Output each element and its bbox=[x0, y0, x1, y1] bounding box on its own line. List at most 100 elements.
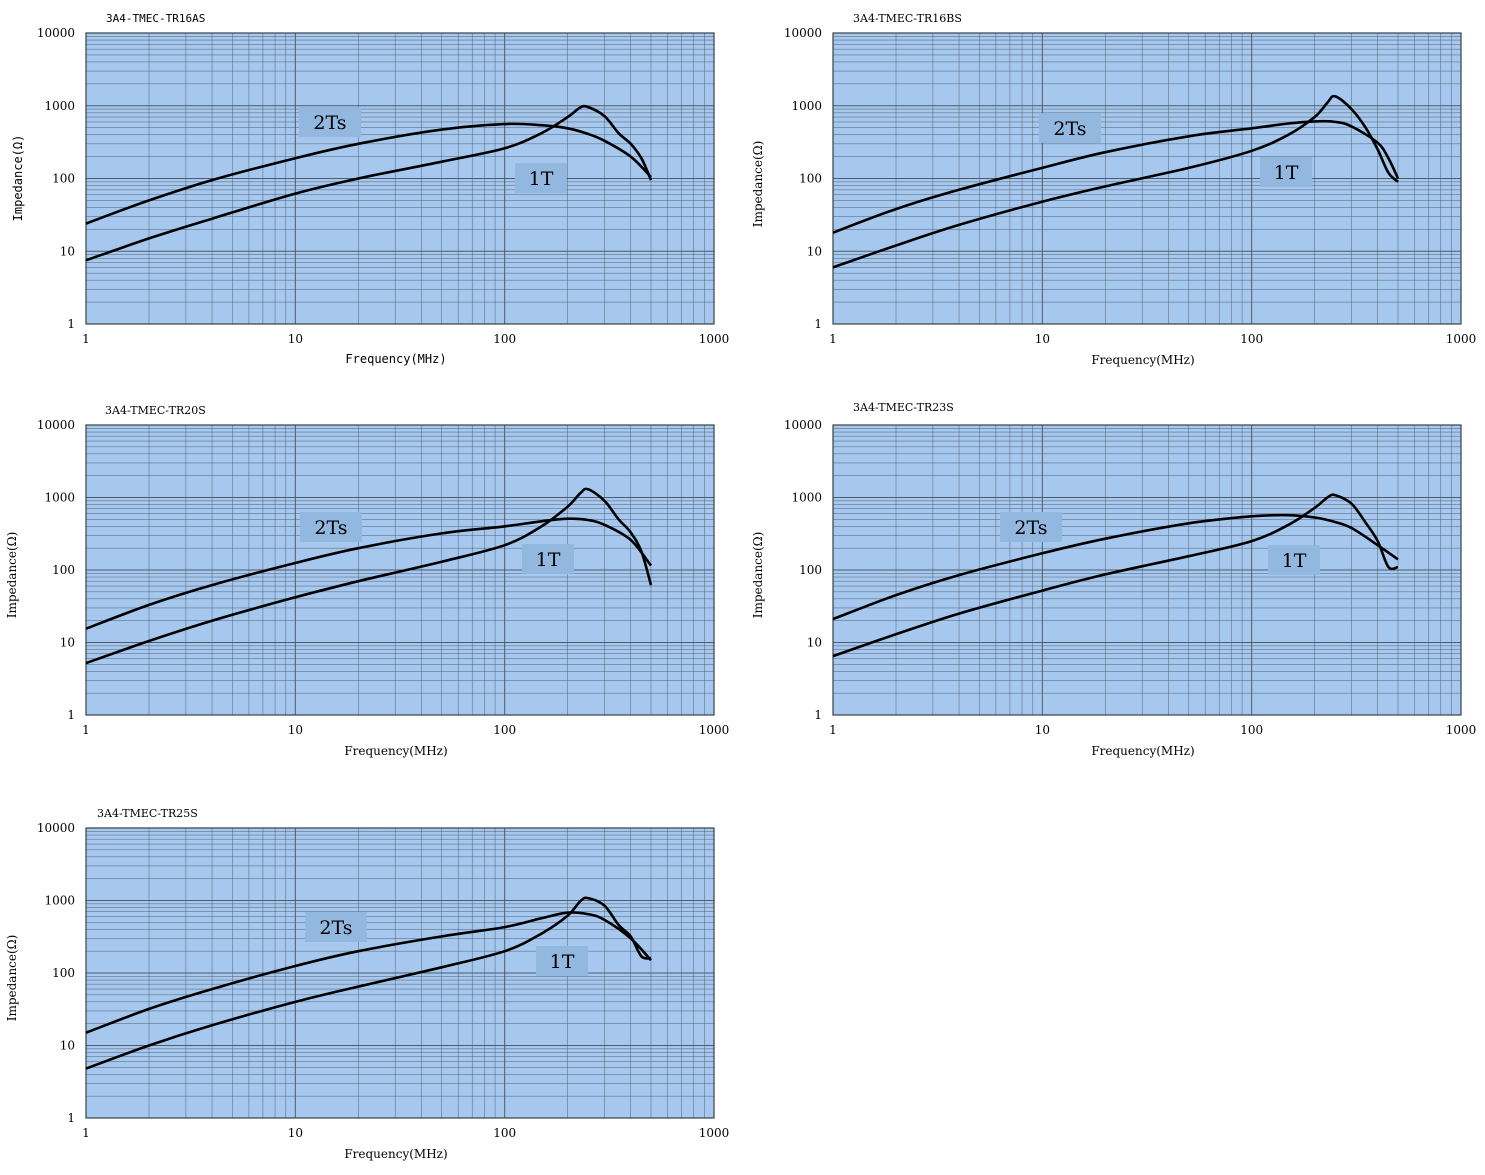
y-tick-label: 100 bbox=[799, 172, 822, 186]
x-axis-label: Frequency(MHz) bbox=[1091, 744, 1194, 758]
x-tick-label: 10 bbox=[288, 723, 303, 737]
x-tick-label: 1 bbox=[82, 723, 90, 737]
plot-frame bbox=[85, 424, 715, 716]
x-tick-label: 10 bbox=[288, 332, 303, 346]
plot-frame bbox=[832, 424, 1462, 716]
y-tick-label: 1 bbox=[67, 1111, 75, 1125]
plot-frame bbox=[832, 32, 1462, 325]
series-label-box bbox=[1260, 157, 1312, 187]
series-label-1t: 1T bbox=[536, 549, 561, 571]
grid-lines bbox=[86, 425, 714, 715]
series-label-box bbox=[522, 544, 574, 574]
plot-frame bbox=[85, 32, 715, 325]
x-tick-label: 100 bbox=[493, 723, 516, 737]
x-tick-label: 100 bbox=[1240, 723, 1263, 737]
y-tick-label: 10 bbox=[807, 244, 822, 258]
grid-lines bbox=[86, 828, 714, 1118]
plot-frame bbox=[85, 827, 715, 1119]
y-axis-label: Impedance(Ω) bbox=[5, 935, 19, 1022]
series-label-box bbox=[1268, 545, 1320, 575]
series-line-1t bbox=[85, 104, 653, 262]
x-tick-label: 10 bbox=[1035, 723, 1050, 737]
x-tick-label: 1000 bbox=[1446, 723, 1477, 737]
series-label-box bbox=[515, 163, 567, 193]
grid-lines bbox=[833, 33, 1461, 324]
chart-title: 3A4-TMEC-TR25S bbox=[97, 807, 198, 820]
series-label-box bbox=[1000, 512, 1062, 542]
y-axis-label: Impedance(Ω) bbox=[5, 532, 19, 619]
y-tick-label: 10 bbox=[60, 1039, 75, 1053]
x-axis-label: Frequency(MHz) bbox=[345, 352, 446, 366]
x-tick-label: 1000 bbox=[699, 1126, 730, 1140]
y-axis-label: Impedance(Ω) bbox=[751, 532, 765, 619]
chart-title: 3A4-TMEC-TR16AS bbox=[106, 12, 205, 25]
y-tick-label: 10 bbox=[807, 636, 822, 650]
x-axis-label: Frequency(MHz) bbox=[344, 744, 447, 758]
x-tick-label: 100 bbox=[493, 332, 516, 346]
y-tick-label: 1000 bbox=[44, 894, 75, 908]
x-tick-label: 1000 bbox=[1446, 332, 1477, 346]
series-label-box bbox=[299, 107, 361, 137]
y-tick-label: 10000 bbox=[784, 26, 822, 40]
y-tick-label: 100 bbox=[799, 563, 822, 577]
series-label-2ts: 2Ts bbox=[1014, 517, 1047, 539]
y-tick-label: 100 bbox=[52, 563, 75, 577]
series-label-box bbox=[1039, 113, 1101, 143]
series-line-2ts bbox=[832, 513, 1399, 621]
chart-panel-tr16bs: 3A4-TMEC-TR16BS Frequency(MHz) Impedance… bbox=[751, 12, 1476, 367]
series-line-2ts bbox=[85, 911, 652, 1034]
y-tick-label: 10 bbox=[60, 636, 75, 650]
chart-panel-tr20s: 3A4-TMEC-TR20S Frequency(MHz) Impedance(… bbox=[5, 404, 729, 758]
y-tick-label: 10000 bbox=[37, 821, 75, 835]
series-line-1t bbox=[832, 94, 1399, 269]
x-tick-label: 1 bbox=[82, 332, 90, 346]
x-axis-label: Frequency(MHz) bbox=[1091, 353, 1194, 367]
y-tick-label: 10000 bbox=[784, 418, 822, 432]
series-label-box bbox=[305, 912, 367, 942]
chart-panel-tr23s: 3A4-TMEC-TR23S Frequency(MHz) Impedance(… bbox=[751, 401, 1476, 758]
y-tick-label: 1000 bbox=[44, 99, 75, 113]
series-label-1t: 1T bbox=[1282, 550, 1307, 572]
series-label-2ts: 2Ts bbox=[313, 112, 346, 134]
y-tick-label: 1 bbox=[67, 317, 75, 331]
x-tick-label: 1000 bbox=[699, 332, 730, 346]
y-tick-label: 1000 bbox=[791, 99, 822, 113]
x-tick-label: 1000 bbox=[699, 723, 730, 737]
y-axis-label: Impedance(Ω) bbox=[751, 141, 765, 228]
y-tick-label: 1 bbox=[814, 317, 822, 331]
y-tick-label: 1000 bbox=[44, 491, 75, 505]
series-label-1t: 1T bbox=[550, 951, 575, 973]
x-tick-label: 100 bbox=[1240, 332, 1263, 346]
x-tick-label: 1 bbox=[829, 332, 837, 346]
chart-title: 3A4-TMEC-TR23S bbox=[853, 401, 954, 414]
x-tick-label: 100 bbox=[493, 1126, 516, 1140]
y-tick-label: 10 bbox=[60, 244, 75, 258]
chart-title: 3A4-TMEC-TR20S bbox=[105, 404, 206, 417]
y-tick-label: 10000 bbox=[37, 26, 75, 40]
series-line-1t bbox=[85, 487, 653, 665]
series-label-2ts: 2Ts bbox=[319, 917, 352, 939]
y-tick-label: 100 bbox=[52, 966, 75, 980]
y-tick-label: 1 bbox=[67, 708, 75, 722]
series-label-1t: 1T bbox=[1274, 162, 1299, 184]
y-tick-label: 1 bbox=[814, 708, 822, 722]
chart-panel-tr16as: 3A4-TMEC-TR16AS Frequency(MHz) Impedance… bbox=[11, 12, 729, 366]
series-label-1t: 1T bbox=[529, 168, 554, 190]
series-label-2ts: 2Ts bbox=[1053, 118, 1086, 140]
y-tick-label: 10000 bbox=[37, 418, 75, 432]
x-tick-label: 1 bbox=[829, 723, 837, 737]
chart-panel-tr25s: 3A4-TMEC-TR25S Frequency(MHz) Impedance(… bbox=[5, 807, 729, 1161]
series-line-1t bbox=[85, 896, 652, 1070]
series-line-1t bbox=[832, 493, 1399, 658]
series-label-2ts: 2Ts bbox=[314, 517, 347, 539]
chart-title: 3A4-TMEC-TR16BS bbox=[853, 12, 962, 25]
x-tick-label: 10 bbox=[288, 1126, 303, 1140]
series-label-box bbox=[536, 946, 588, 976]
x-tick-label: 10 bbox=[1035, 332, 1050, 346]
series-label-box bbox=[300, 512, 362, 542]
x-tick-label: 1 bbox=[82, 1126, 90, 1140]
series-line-2ts bbox=[85, 517, 653, 630]
x-axis-label: Frequency(MHz) bbox=[344, 1147, 447, 1161]
y-axis-label: Impedance(Ω) bbox=[11, 135, 25, 222]
